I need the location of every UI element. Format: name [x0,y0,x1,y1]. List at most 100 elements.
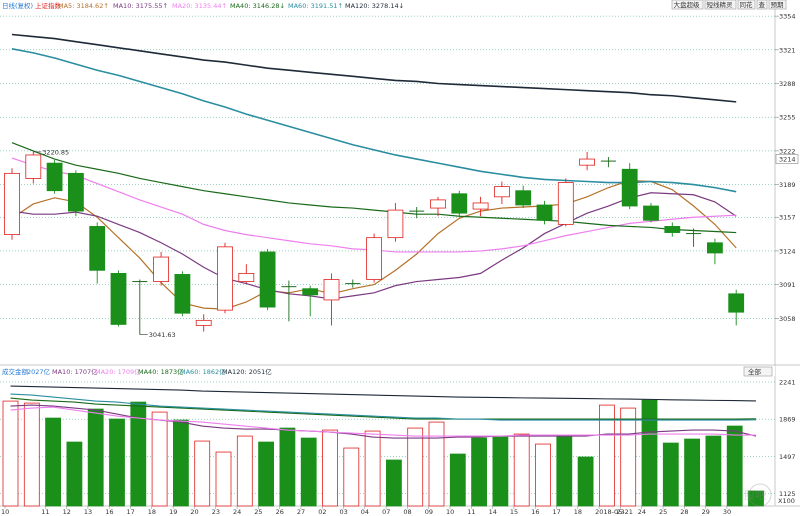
volume-bar [726,425,743,507]
candle [110,270,127,327]
candle [195,314,212,332]
volume-bar [23,402,40,507]
volume-bar [258,441,275,507]
x-tick-label: 30 [723,508,731,516]
price-tick-label: 3354 [779,13,796,21]
candle [621,163,638,210]
candle [4,168,20,240]
volume-bars [2,399,764,507]
low-annotation: 3041.63 [149,331,176,339]
candle-body [4,172,20,235]
volume-mode-button[interactable] [743,366,773,377]
volume-bar [364,430,381,507]
volume-bar [705,435,722,507]
candle-body [217,246,233,311]
candle-body [323,279,340,301]
x-tick-label: 23 [212,508,220,516]
volume-bar [535,443,551,507]
candle [46,160,63,194]
toolbar-button-label: 大盘超级 [674,0,701,9]
x-tick-label: 23 [616,508,624,516]
x-tick-label: 18 [574,508,582,516]
volume-bar [385,459,402,507]
svg-text:股吧: 股吧 [744,489,766,502]
x-tick-label: 09 [425,508,433,516]
x-tick-label: 04 [361,508,369,516]
x-tick-label: 14 [489,508,497,516]
x-tick-label: 25 [659,508,667,516]
volume-value: 2027亿 [27,367,51,376]
candle [728,289,745,326]
x-tick-label: 29 [702,508,710,516]
price-y-axis: 3354 3321 3288 3255 3222 3189 3157 3124 3091 3058 [775,13,796,323]
toolbar-button-label: 查 [759,0,766,9]
x-tick-label: 24 [638,508,646,516]
x-tick-label: 17 [553,508,561,516]
candle [132,279,148,335]
candle [366,233,383,283]
x-tick-label: 16 [105,508,113,516]
period-label[interactable]: 日线(复权) [2,1,33,10]
candle [153,251,170,286]
toolbar: 大盘超级 短线精灵 同花查预期 [671,0,787,10]
candle-body [579,158,595,166]
volume-bar [279,427,296,507]
volume-bar [641,399,658,507]
candle-body [430,199,446,209]
candle [345,279,361,288]
price-ma60-line [11,48,737,193]
volume-label: 成交金额 [2,367,29,376]
price-ma10-line [11,192,737,300]
volume-bar [556,435,573,507]
volume-ma-lines [10,385,757,439]
toolbar-button-0[interactable] [671,0,704,10]
candle [259,248,276,311]
volume-tick-label: 1869 [779,416,796,424]
x-tick-label: 11 [467,508,475,516]
candle-body [515,190,532,206]
x-tick-label: 15 [510,508,518,516]
volume-bar [322,429,338,507]
candle [686,228,702,247]
volume-ma60-line [10,393,757,421]
x-tick-label: 20 [190,508,198,516]
candle [579,151,595,171]
x-tick-label: 07 [382,508,390,516]
candle [409,207,425,219]
candle [643,202,659,223]
x-tick-label: 26 [276,508,284,516]
candle [451,190,468,217]
x-tick-label: 27 [297,508,305,516]
candle-body [728,293,745,313]
volume-bar [343,447,360,507]
price-tick-label: 3189 [779,181,796,189]
price-tick-label: 3091 [779,281,796,289]
candle-body [46,162,63,192]
current-price-label: 3214 [779,155,796,163]
volume-bar [300,437,317,507]
high-annotation: 3220.85 [42,148,69,156]
volume-tick-label: 1125 [779,490,796,498]
candlesticks [4,151,745,335]
candle-body [302,288,319,296]
toolbar-button-4[interactable] [768,0,787,10]
price-ma40-line [11,142,737,234]
candle [515,185,532,209]
toolbar-button-2[interactable] [737,0,756,10]
price-ma120-line [11,33,737,103]
candle [174,271,191,317]
x-tick-label: 28 [680,508,688,516]
candle-body [366,237,383,280]
candle [323,273,340,326]
volume-tick-label: 1497 [779,453,796,461]
toolbar-button-3[interactable] [756,0,768,10]
candle [217,242,233,314]
volume-bar [215,451,232,507]
price-tick-label: 3058 [779,315,796,323]
candle [430,196,446,217]
x-tick-label: 12 [63,508,71,516]
toolbar-button-1[interactable] [704,0,737,10]
volume-bar [172,419,189,507]
